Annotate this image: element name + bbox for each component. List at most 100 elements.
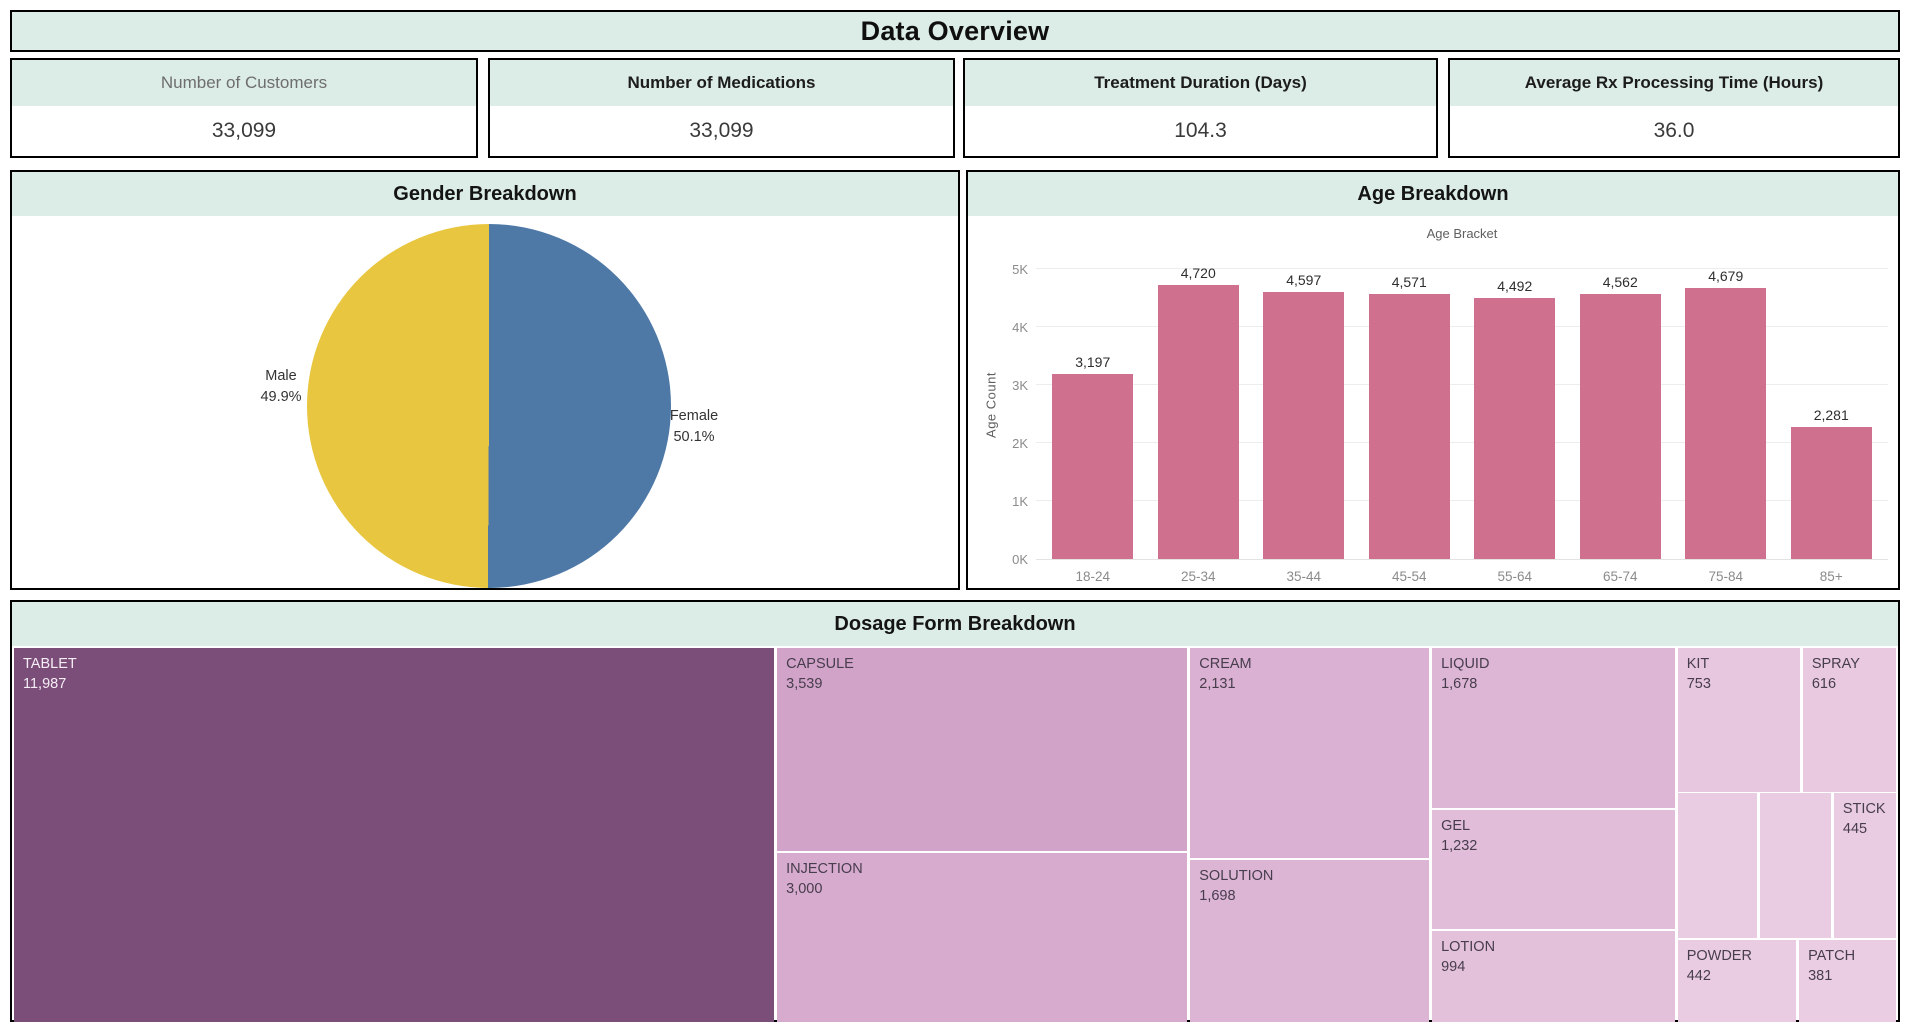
kpi-header: Treatment Duration (Days) — [965, 60, 1436, 106]
pie-male-name: Male — [265, 368, 297, 384]
treemap-cell-capsule[interactable]: CAPSULE 3,539 — [777, 648, 1188, 852]
bar-slot-65-74: 4,562 65-74 — [1568, 250, 1674, 584]
x-tick-18-24: 18-24 — [1075, 569, 1111, 584]
y-tick-5K: 5K — [1012, 262, 1028, 278]
treemap-cell-label: STICK — [1842, 801, 1886, 818]
bar-slot-85+: 2,281 85+ — [1779, 250, 1885, 584]
gridline-1K — [1036, 500, 1888, 502]
treemap-cell-value: 1,232 — [1441, 837, 1478, 854]
pie-label-female: Female 50.1% — [629, 406, 759, 447]
age-y-axis-title: Age Count — [983, 372, 999, 438]
bar-slot-18-24: 3,197 18-24 — [1040, 250, 1146, 584]
bar-value-label: 4,492 — [1497, 278, 1533, 295]
pie-label-male: Male 49.9% — [216, 366, 346, 407]
age-x-axis-title: Age Bracket — [1426, 226, 1498, 241]
kpi-value: 33,099 — [211, 119, 277, 142]
bar-85+[interactable] — [1790, 426, 1872, 559]
bar-55-64[interactable] — [1474, 298, 1556, 559]
treemap-cell-spray[interactable]: SPRAY 616 — [1802, 648, 1896, 792]
bar-18-24[interactable] — [1052, 373, 1134, 559]
treemap-cell-label: SPRAY — [1811, 656, 1860, 672]
gender-pie-chart[interactable] — [307, 224, 671, 588]
treemap-cell-value: 381 — [1808, 967, 1833, 984]
pie-female-pct: 50.1% — [673, 428, 715, 445]
kpi-value: 33,099 — [689, 119, 754, 142]
x-tick-65-74: 65-74 — [1602, 569, 1638, 584]
treemap-cell-label: GEL — [1441, 817, 1471, 834]
gridline-4K — [1036, 326, 1888, 328]
treemap-cell-label: KIT — [1686, 656, 1710, 672]
kpi-header: Number of Medications — [490, 60, 953, 106]
age-panel-title: Age Breakdown — [1357, 182, 1509, 205]
treemap-cell-label: SOLUTION — [1199, 868, 1274, 885]
treemap-cell-value: 445 — [1842, 821, 1868, 838]
bar-value-label: 4,597 — [1286, 272, 1322, 289]
treemap-cell-label: CREAM — [1199, 656, 1252, 672]
gender-panel-title: Gender Breakdown — [393, 182, 577, 205]
y-tick-2K: 2K — [1012, 436, 1028, 452]
bar-value-label: 4,571 — [1391, 273, 1427, 290]
kpi-value: 104.3 — [1174, 119, 1227, 142]
x-tick-25-34: 25-34 — [1180, 569, 1216, 584]
treemap-cell-gel[interactable]: GEL 1,232 — [1432, 809, 1675, 930]
dashboard-title-bar: Data Overview — [10, 10, 1900, 52]
treemap-cell-value: 1,698 — [1199, 887, 1236, 904]
age-y-axis: Age Count 0K 1K 2K 3K 4K 5K — [972, 250, 1036, 567]
treemap-cell-kit[interactable]: KIT 753 — [1677, 648, 1801, 792]
kpi-card-treatment-duration: Treatment Duration (Days) 104.3 — [963, 58, 1438, 158]
treemap-cell-label: LIQUID — [1441, 656, 1490, 672]
kpi-label: Number of Customers — [160, 73, 328, 92]
age-bar-plot: 3,197 18-24 4,720 25-34 4,597 35-44 4,571 45-54… — [1036, 250, 1888, 584]
bar-65-74[interactable] — [1579, 294, 1661, 559]
treemap-cell-unlabeled[interactable] — [1677, 793, 1757, 938]
kpi-card-customers: Number of Customers 33,099 — [10, 58, 478, 158]
gridline-2K — [1036, 442, 1888, 444]
y-tick-0K: 0K — [1012, 552, 1028, 567]
bar-slot-25-34: 4,720 25-34 — [1146, 250, 1252, 584]
y-tick-3K: 3K — [1012, 378, 1028, 394]
treemap-cell-stick[interactable]: STICK 445 — [1833, 793, 1896, 938]
bar-value-label: 4,720 — [1180, 265, 1216, 282]
kpi-header: Average Rx Processing Time (Hours) — [1450, 60, 1898, 106]
bar-slot-75-84: 4,679 75-84 — [1673, 250, 1779, 584]
x-tick-35-44: 35-44 — [1286, 569, 1322, 584]
bar-35-44[interactable] — [1263, 292, 1345, 559]
age-breakdown-panel: Age Breakdown Age Bracket Age Count 0K 1K… — [966, 170, 1900, 590]
treemap-cell-liquid[interactable]: LIQUID 1,678 — [1432, 648, 1675, 808]
kpi-header: Number of Customers — [12, 60, 476, 106]
y-tick-1K: 1K — [1012, 494, 1028, 510]
treemap-cell-solution[interactable]: SOLUTION 1,698 — [1190, 860, 1430, 1022]
treemap-cell-tablet[interactable]: TABLET 11,987 — [14, 648, 775, 1022]
x-tick-45-54: 45-54 — [1391, 569, 1427, 584]
kpi-label: Treatment Duration (Days) — [1094, 73, 1307, 92]
treemap-cell-injection[interactable]: INJECTION 3,000 — [777, 853, 1188, 1022]
treemap-cell-value: 3,539 — [786, 675, 823, 692]
pie-male-pct: 49.9% — [260, 388, 302, 405]
bar-45-54[interactable] — [1368, 293, 1450, 559]
panel-header: Age Breakdown — [968, 172, 1898, 216]
dosage-form-breakdown-panel: Dosage Form Breakdown TABLET 11,987 CAPSUL… — [10, 600, 1900, 1022]
bar-25-34[interactable] — [1157, 285, 1239, 559]
treemap-cell-powder[interactable]: POWDER 442 — [1677, 940, 1797, 1022]
treemap-cell-value: 11,987 — [23, 675, 67, 692]
x-tick-85+: 85+ — [1819, 569, 1843, 584]
kpi-card-medications: Number of Medications 33,099 — [488, 58, 955, 158]
treemap-cell-lotion[interactable]: LOTION 994 — [1432, 931, 1675, 1022]
bar-75-84[interactable] — [1685, 287, 1767, 559]
treemap-cell-value: 1,678 — [1441, 675, 1478, 692]
treemap-cell-patch[interactable]: PATCH 381 — [1799, 940, 1896, 1022]
x-tick-75-84: 75-84 — [1708, 569, 1744, 584]
treemap-cell-value: 3,000 — [786, 880, 823, 897]
treemap-cell-value: 442 — [1686, 967, 1711, 984]
bar-slot-55-64: 4,492 55-64 — [1462, 250, 1568, 584]
treemap-cell-label: PATCH — [1808, 948, 1856, 965]
gridline-3K — [1036, 384, 1888, 386]
kpi-card-rx-processing-time: Average Rx Processing Time (Hours) 36.0 — [1448, 58, 1900, 158]
treemap-cell-cream[interactable]: CREAM 2,131 — [1190, 648, 1430, 859]
bar-value-label: 4,679 — [1708, 267, 1744, 284]
pie-female-name: Female — [669, 408, 719, 424]
treemap-cell-value: 616 — [1811, 675, 1837, 692]
treemap-cell-unlabeled[interactable] — [1759, 793, 1832, 938]
bar-value-label: 3,197 — [1075, 353, 1111, 370]
